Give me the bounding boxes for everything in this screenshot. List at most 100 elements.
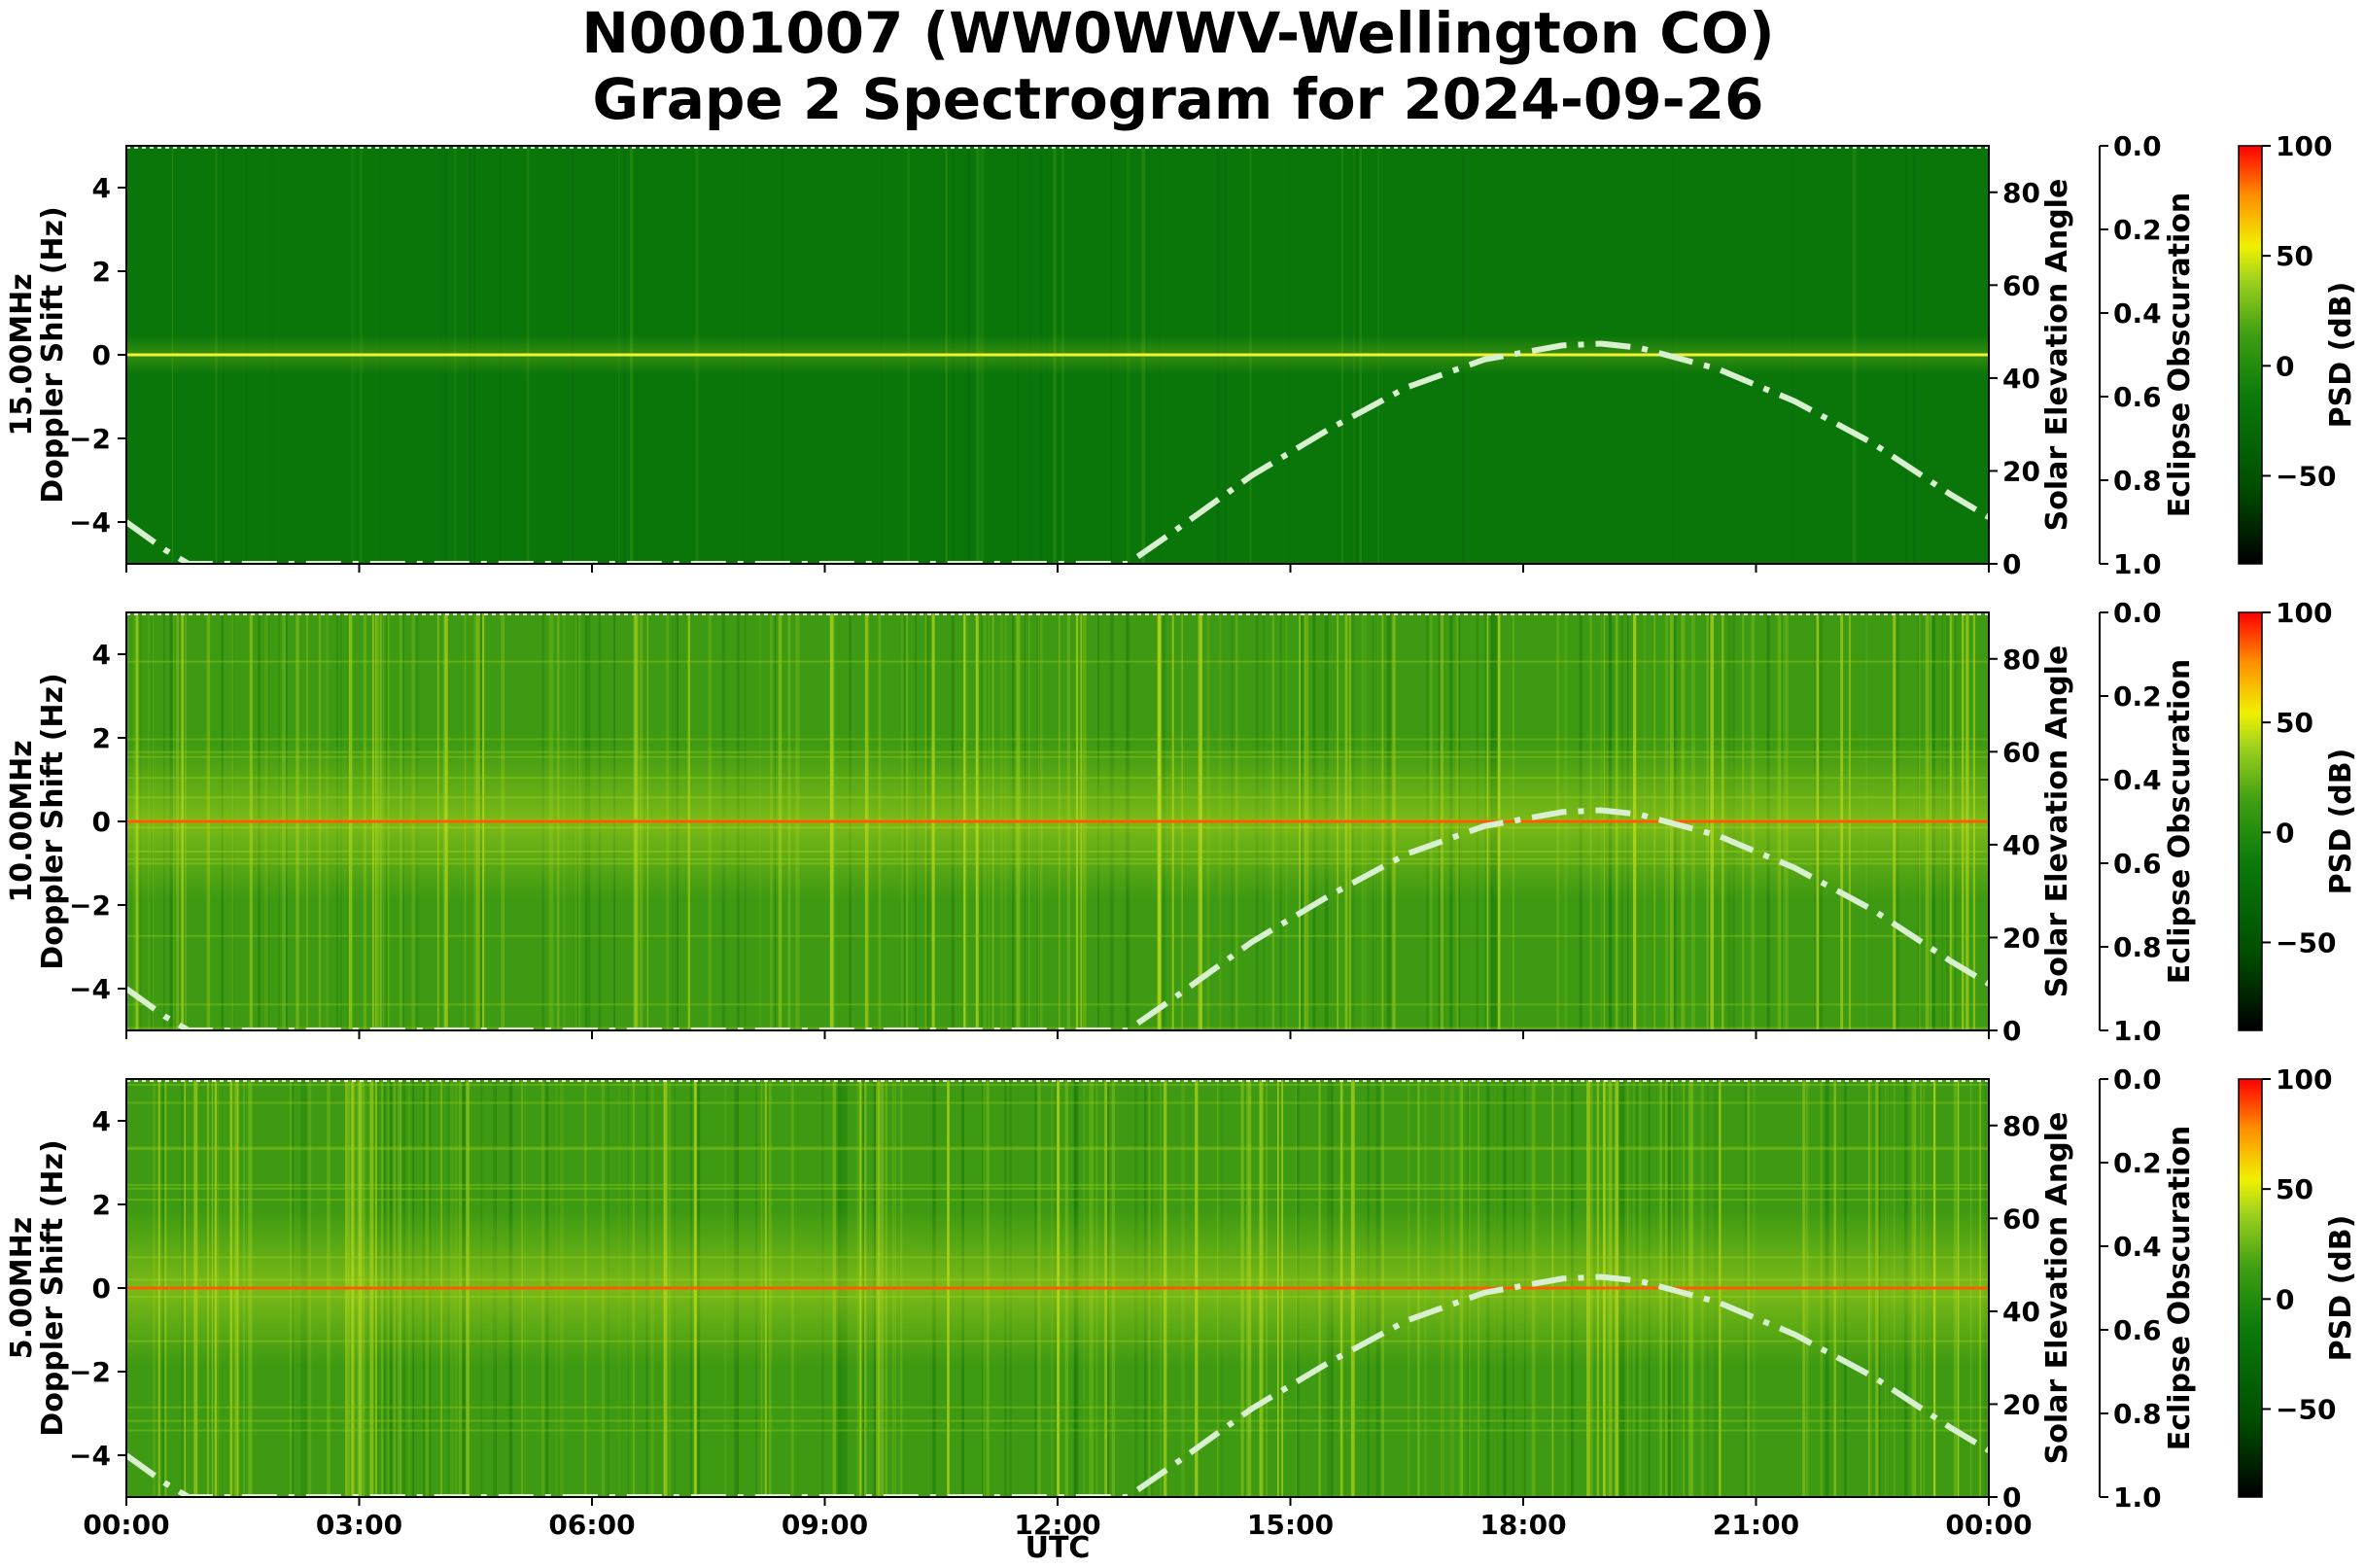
heatmap-band [126,738,1989,741]
solar-tick-label: 80 [2002,1110,2040,1142]
eclipse-tick-label: 0.2 [2113,1147,2162,1179]
y-axis-label-doppler: Doppler Shift (Hz) [36,673,70,969]
x-tick-label: 18:00 [1479,1509,1566,1541]
solar-tick-label: 0 [2002,1015,2021,1047]
heatmap-band [126,1187,1989,1190]
heatmap-band [126,660,1989,663]
solar-tick-label: 20 [2002,922,2040,954]
x-tick-label: 12:00 [1014,1509,1100,1541]
heatmap-band [126,1003,1989,1006]
eclipse-tick-label: 0.8 [2113,465,2162,497]
y-tick-label: 0 [92,1272,111,1305]
y-tick-label: −2 [69,423,111,455]
colorbar-tick-label: 0 [2276,1283,2294,1315]
solar-tick-label: 60 [2002,1202,2040,1235]
colorbar-tick-label: −50 [2276,460,2336,492]
heatmap-band [126,934,1989,937]
eclipse-tick-label: 0.4 [2113,1231,2162,1263]
eclipse-tick-label: 0.6 [2113,848,2162,880]
heatmap-band [126,1199,1989,1202]
y-tick-label: 4 [92,1105,111,1137]
eclipse-axis-label: Eclipse Obscuration [2163,192,2197,518]
colorbar-tick-label: 100 [2276,130,2332,162]
y-tick-label: −4 [69,506,111,539]
colorbar-tick-label: 0 [2276,350,2294,382]
solar-tick-label: 80 [2002,177,2040,209]
solar-axis-label: Solar Elevation Angle [2040,1112,2074,1465]
heatmap-band [126,1419,1989,1422]
colorbar [2238,145,2263,565]
y-tick-label: −2 [69,1356,111,1388]
eclipse-tick-label: 0.8 [2113,931,2162,963]
solar-tick-label: 40 [2002,1296,2040,1328]
colorbar-tick-label: 100 [2276,597,2332,629]
eclipse-tick-label: 0.2 [2113,680,2162,713]
y-tick-label: 2 [92,722,111,754]
solar-tick-label: 40 [2002,829,2040,861]
heatmap-band [126,1184,1989,1187]
colorbar-label: PSD (dB) [2324,282,2358,429]
eclipse-tick-label: 0.6 [2113,381,2162,413]
y-axis-label-freq: 15.00MHz [5,273,39,436]
eclipse-tick-label: 0.4 [2113,297,2162,330]
colorbar [2238,1078,2263,1498]
colorbar-tick-label: −50 [2276,926,2336,958]
eclipse-tick-label: 1.0 [2113,1015,2162,1047]
y-axis-label-doppler: Doppler Shift (Hz) [36,206,70,503]
colorbar-tick-label: 0 [2276,817,2294,849]
colorbar-label: PSD (dB) [2324,1215,2358,1362]
colorbar-tick-label: 100 [2276,1063,2332,1096]
eclipse-axis-label: Eclipse Obscuration [2163,659,2197,985]
x-tick-label: 09:00 [782,1509,868,1541]
x-tick-label: 06:00 [548,1509,635,1541]
chart-title-line1: N0001007 (WW0WWV-Wellington CO) [581,0,1774,66]
eclipse-tick-label: 0.0 [2113,1063,2162,1096]
x-tick-label: 03:00 [316,1509,402,1541]
heatmap-band [126,1146,1989,1149]
solar-elevation-curve [126,340,1989,564]
solar-tick-label: 0 [2002,548,2021,580]
eclipse-tick-label: 0.6 [2113,1314,2162,1346]
solar-tick-label: 20 [2002,455,2040,487]
y-tick-label: −4 [69,1440,111,1472]
y-tick-label: 0 [92,806,111,838]
eclipse-axis-label: Eclipse Obscuration [2163,1126,2197,1451]
heatmap-band [126,1148,1989,1151]
plot-area [126,612,1989,1030]
colorbar-label: PSD (dB) [2324,749,2358,895]
heatmap-band [126,1406,1989,1409]
solar-tick-label: 60 [2002,736,2040,768]
x-tick-label: 21:00 [1713,1509,1799,1541]
plot-area [126,1079,1989,1497]
y-tick-label: 2 [92,1189,111,1221]
y-tick-label: −2 [69,889,111,922]
x-tick-label: 00:00 [83,1509,169,1541]
solar-elevation-curve [126,807,1989,1030]
y-axis-label-doppler: Doppler Shift (Hz) [36,1139,70,1436]
eclipse-tick-label: 1.0 [2113,1481,2162,1514]
eclipse-tick-label: 0.0 [2113,597,2162,629]
colorbar-tick-label: 50 [2276,1173,2313,1205]
y-axis-label-freq: 5.00MHz [5,1217,39,1359]
chart-title-line2: Grape 2 Spectrogram for 2024-09-26 [593,66,1764,132]
plot-area [126,146,1989,564]
eclipse-tick-label: 0.2 [2113,214,2162,246]
y-tick-label: 2 [92,256,111,288]
solar-tick-label: 20 [2002,1388,2040,1420]
solar-elevation-curve [126,1273,1989,1497]
solar-tick-label: 80 [2002,644,2040,676]
colorbar-tick-label: 50 [2276,707,2313,739]
solar-tick-label: 40 [2002,363,2040,395]
eclipse-tick-label: 1.0 [2113,548,2162,580]
x-tick-label: 00:00 [1945,1509,2032,1541]
heatmap-band [126,1101,1989,1104]
solar-tick-label: 0 [2002,1481,2021,1514]
heatmap-band [126,1027,1989,1029]
colorbar-tick-label: −50 [2276,1393,2336,1425]
heatmap-band [126,1429,1989,1432]
